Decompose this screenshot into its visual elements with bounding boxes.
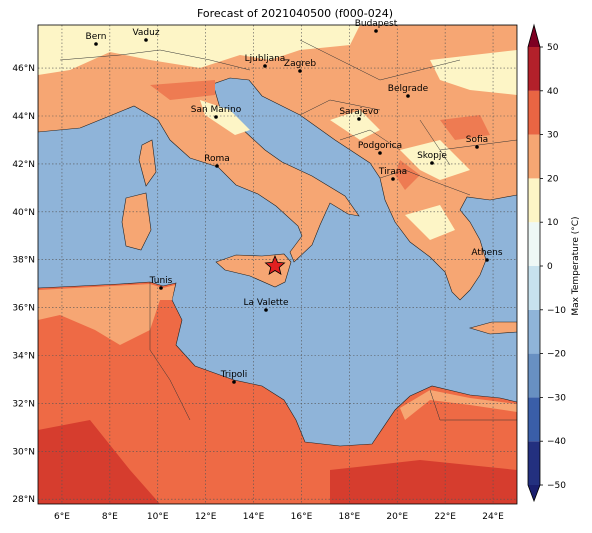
title: Forecast of 2021040500 (f000-024) — [197, 7, 393, 20]
city-dot — [214, 115, 218, 119]
colorbar-bin — [528, 266, 540, 310]
city-dot — [430, 161, 434, 165]
city-dot — [144, 38, 148, 42]
colorbar-tick-label: −40 — [547, 437, 566, 447]
y-tick-label: 30°N — [12, 447, 35, 457]
city-dot — [263, 64, 267, 68]
city-label: Ljubljana — [245, 54, 286, 64]
colorbar-extend-low — [528, 485, 540, 501]
city-dot — [391, 177, 395, 181]
city-label: Tirana — [378, 167, 407, 177]
city-dot — [485, 258, 489, 262]
y-tick-label: 46°N — [12, 64, 35, 74]
city-label: San Marino — [191, 105, 242, 115]
city-dot — [378, 151, 382, 155]
city-label: Belgrade — [388, 84, 429, 94]
city-label: Roma — [204, 154, 230, 164]
colorbar-bin — [528, 397, 540, 442]
city-dot — [298, 69, 302, 73]
crete — [468, 321, 517, 335]
colorbar-bin — [528, 222, 540, 266]
colorbar-tick-label: 40 — [547, 87, 559, 97]
city-label: Tripoli — [220, 370, 248, 380]
colorbar-bin — [528, 309, 540, 354]
city-label: Skopje — [417, 151, 447, 161]
city-dot — [475, 145, 479, 149]
grid — [38, 25, 517, 504]
colorbar-bin — [528, 47, 540, 91]
x-tick-label: 22°E — [434, 512, 456, 522]
city-label: Zagreb — [284, 59, 316, 69]
alps — [38, 25, 517, 240]
colorbar-tick-label: −20 — [547, 350, 566, 360]
x-tick-label: 24°E — [482, 512, 504, 522]
y-tick-label: 34°N — [12, 352, 35, 362]
colorbar-bin — [528, 134, 540, 179]
libya-band — [400, 390, 517, 420]
sardinia — [121, 192, 152, 251]
x-tick-label: 8°E — [102, 512, 118, 522]
colorbar-bin — [528, 90, 540, 135]
city-dot — [406, 94, 410, 98]
city-label: Budapest — [355, 19, 398, 29]
city-dot — [374, 29, 378, 33]
city-label: Vaduz — [132, 28, 159, 38]
y-tick-label: 28°N — [12, 495, 35, 505]
colorbar-tick-label: 30 — [547, 131, 559, 141]
colorbar-tick-label: 10 — [547, 218, 559, 228]
africa-hot — [38, 420, 517, 504]
borders — [59, 39, 517, 421]
x-tick-label: 12°E — [195, 512, 217, 522]
colorbar-tick-label: −10 — [547, 306, 566, 316]
frame — [37, 24, 518, 505]
colorbar-tick-label: 0 — [547, 262, 553, 272]
city-label: La Valette — [244, 298, 289, 308]
x-tick-label: 6°E — [54, 512, 70, 522]
y-tick-label: 36°N — [12, 304, 35, 314]
city-label: Podgorica — [358, 141, 402, 151]
colorbar-bin — [528, 178, 540, 223]
y-tick-label: 40°N — [12, 208, 35, 218]
warm-patches — [150, 80, 490, 190]
africa-coast-band — [38, 284, 175, 345]
city-dot — [357, 117, 361, 121]
city-label: Sarajevo — [339, 107, 379, 117]
colorbar-tick-label: 50 — [547, 43, 559, 53]
city-dot — [232, 380, 236, 384]
corsica — [138, 139, 157, 187]
colorbar-bin — [528, 353, 540, 398]
city-dot — [215, 164, 219, 168]
colorbar-label: Max Temperature (°C) — [571, 216, 581, 315]
y-tick-label: 38°N — [12, 256, 35, 266]
colorbar-bin — [528, 441, 540, 485]
colorbar-tick-label: 20 — [547, 174, 559, 184]
city-label: Sofia — [466, 135, 488, 145]
y-tick-label: 44°N — [12, 112, 35, 122]
city-dot — [264, 308, 268, 312]
city-dot — [159, 286, 163, 290]
colorbar-extend-high — [528, 25, 540, 47]
x-tick-label: 18°E — [339, 512, 361, 522]
x-tick-label: 20°E — [386, 512, 408, 522]
city-label: Tunis — [149, 276, 173, 286]
x-tick-label: 14°E — [243, 512, 265, 522]
colorbar-tick-label: −50 — [547, 481, 566, 491]
city-label: Athens — [471, 248, 502, 258]
y-tick-label: 32°N — [12, 399, 35, 409]
location-star — [264, 254, 286, 275]
colorbar-tick-label: −30 — [547, 393, 566, 403]
y-tick-label: 42°N — [12, 160, 35, 170]
x-tick-label: 10°E — [147, 512, 169, 522]
x-tick-label: 16°E — [291, 512, 313, 522]
city-label: Bern — [86, 32, 107, 42]
city-dot — [94, 42, 98, 46]
